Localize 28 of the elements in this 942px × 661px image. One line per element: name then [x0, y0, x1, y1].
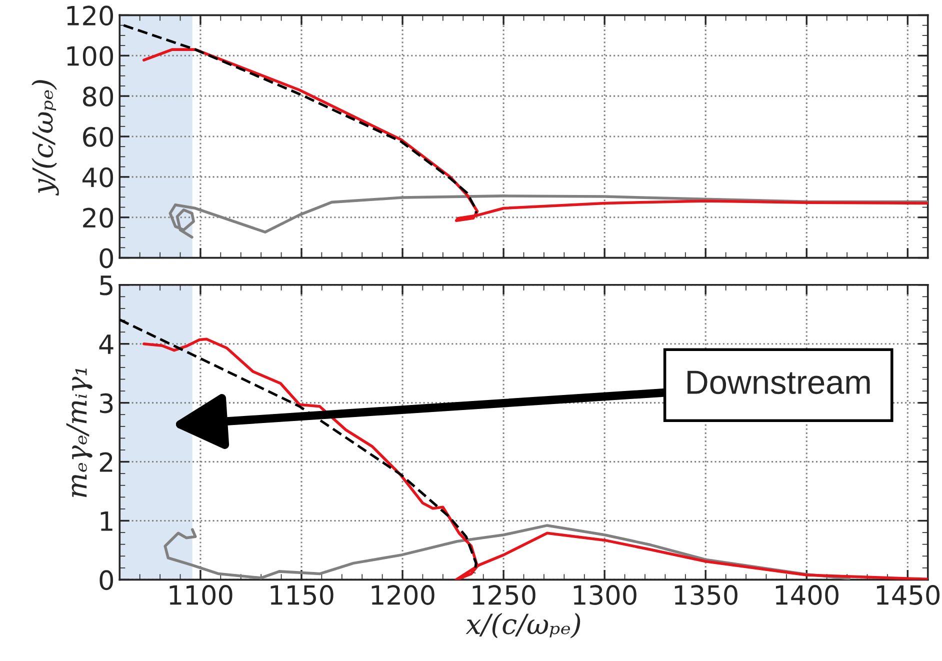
line-series: [122, 24, 478, 215]
line-series: [142, 48, 928, 222]
x-tick-label: 1300: [574, 585, 636, 605]
y-axis-title: y/(c/ωₚₑ): [32, 80, 59, 196]
annotation: Downstream: [688, 370, 870, 394]
y-tick-label: 4: [99, 334, 114, 354]
x-tick-label: 1200: [372, 585, 434, 605]
y-tick-label: 0: [100, 248, 114, 268]
x-tick-label: 1400: [776, 585, 838, 605]
line-series: [142, 338, 928, 580]
y-tick-label: 0: [100, 570, 114, 590]
x-tick-label: 1450: [876, 585, 940, 605]
y-tick-label: 60: [83, 126, 114, 147]
y-axis-title: mₑγₑ/mᵢγ₁: [66, 368, 92, 498]
y-tick-label: 2: [100, 452, 112, 472]
x-tick-label: 1150: [270, 585, 334, 605]
x-tick-label: 1250: [472, 585, 536, 605]
y-tick-label: 80: [82, 86, 114, 106]
x-tick-label: 1100: [170, 585, 232, 605]
x-tick-label: 1350: [674, 585, 738, 605]
y-tick-label: 3: [100, 393, 113, 414]
x-axis-title: x/(c/ωₚₑ): [466, 612, 580, 638]
y-tick-label: 5: [100, 276, 112, 296]
y-tick-label: 40: [82, 167, 114, 188]
y-tick-label: 100: [67, 46, 114, 66]
y-tick-label: 20: [83, 208, 114, 228]
y-tick-label: 120: [67, 6, 114, 26]
y-tick-label: 1: [100, 512, 112, 531]
